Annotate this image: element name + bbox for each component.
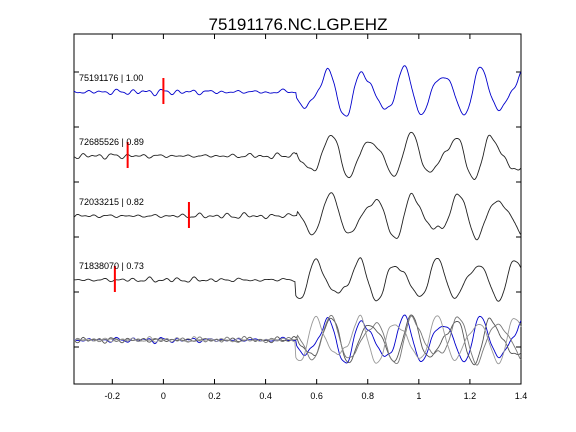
trace-label-0: 75191176 | 1.00 bbox=[79, 73, 143, 83]
trace-label-3: 71838070 | 0.73 bbox=[79, 261, 144, 271]
x-tick-label: 0.8 bbox=[361, 391, 374, 401]
trace-line-2 bbox=[73, 192, 522, 241]
trace-line-1 bbox=[73, 131, 522, 180]
trace-group bbox=[73, 65, 522, 302]
pick-markers bbox=[113, 78, 190, 292]
trace-label-1: 72685526 | 0.89 bbox=[79, 137, 144, 147]
x-tick-label: 1.4 bbox=[515, 391, 528, 401]
overlay-line-2 bbox=[73, 314, 522, 366]
trace-line-3 bbox=[73, 257, 522, 302]
plot-frame bbox=[73, 33, 522, 385]
x-tick-label: -0.2 bbox=[105, 391, 121, 401]
x-tick-label: 1.2 bbox=[464, 391, 477, 401]
overlay-stack bbox=[73, 314, 522, 366]
overlay-line-3 bbox=[74, 314, 522, 365]
x-tick-label: 0 bbox=[161, 391, 166, 401]
overlay-line-1 bbox=[73, 314, 522, 366]
x-tick-label: 0.4 bbox=[259, 391, 272, 401]
trace-labels: 75191176 | 1.00 72685526 | 0.89 72033215 |… bbox=[79, 73, 144, 271]
x-axis: -0.2 0 0.2 0.4 0.6 0.8 1 1.2 1.4 bbox=[74, 34, 527, 401]
overlay-line-0 bbox=[73, 314, 522, 364]
chart-title: 75191176.NC.LGP.EHZ bbox=[209, 15, 388, 34]
x-tick-label: 0.2 bbox=[208, 391, 221, 401]
trace-line-0 bbox=[73, 65, 522, 117]
x-tick-label: 1 bbox=[416, 391, 421, 401]
x-tick-label: 0.6 bbox=[310, 391, 323, 401]
trace-label-2: 72033215 | 0.82 bbox=[79, 197, 144, 207]
